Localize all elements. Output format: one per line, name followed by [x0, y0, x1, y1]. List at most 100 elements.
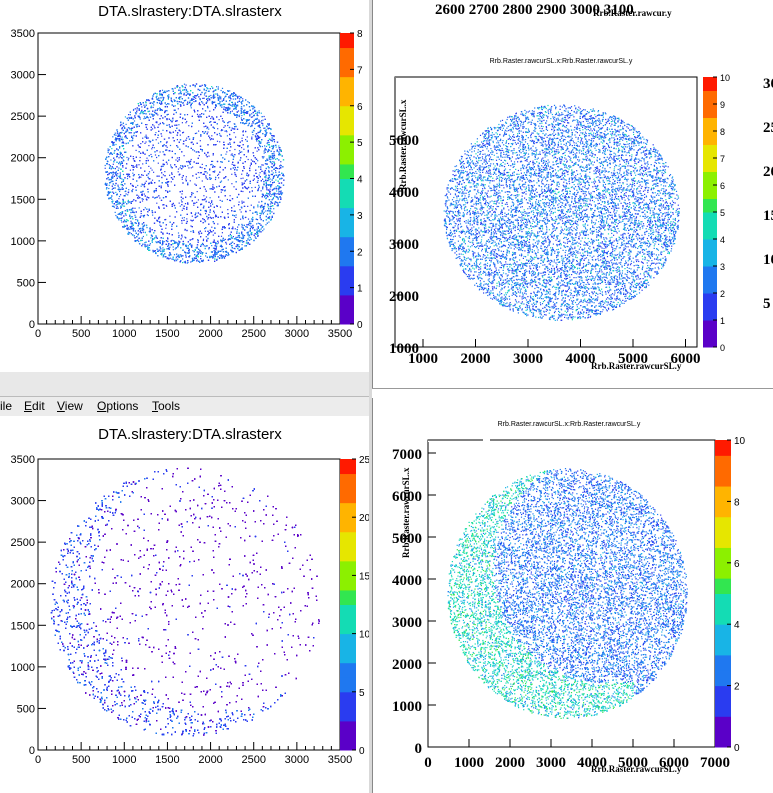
histogram-bin [161, 244, 163, 246]
histogram-bin [270, 218, 272, 220]
histogram-bin [164, 154, 166, 156]
histogram-bin [131, 222, 133, 224]
histogram-bin [157, 220, 159, 222]
histogram-bin [247, 234, 249, 236]
histogram-bin [128, 114, 130, 116]
histogram-bin [240, 177, 242, 180]
histogram-bin [138, 195, 140, 197]
histogram-bin [105, 188, 108, 190]
histogram-bin [256, 113, 258, 115]
histogram-bin [183, 261, 185, 263]
histogram-bin [161, 135, 163, 137]
histogram-bin [122, 185, 124, 187]
histogram-bin [170, 181, 172, 183]
histogram-bin [267, 151, 269, 153]
histogram-bin [253, 130, 255, 132]
histogram-bin [274, 158, 277, 160]
histogram-bin [115, 191, 117, 193]
histogram-bin [228, 96, 230, 98]
histogram-bin [270, 161, 272, 164]
histogram-bin [175, 258, 177, 260]
histogram-bin [205, 209, 207, 211]
histogram-bin [135, 131, 137, 133]
histogram-bin [208, 128, 210, 130]
histogram-bin [142, 174, 144, 176]
histogram-bin [229, 90, 231, 92]
histogram-bin [273, 152, 275, 154]
histogram-bin [128, 157, 130, 159]
histogram-bin [234, 172, 236, 174]
histogram-bin [243, 148, 245, 150]
histogram-bin [252, 228, 254, 230]
histogram-bin [115, 214, 117, 217]
histogram-bin [179, 134, 181, 136]
histogram-bin [208, 95, 210, 97]
histogram-bin [247, 218, 250, 220]
histogram-bin [227, 209, 229, 211]
histogram-bin [234, 248, 236, 250]
histogram-bin [117, 136, 119, 138]
histogram-bin [242, 228, 244, 230]
histogram-bin [278, 189, 280, 191]
histogram-bin [116, 203, 118, 206]
histogram-bin [119, 217, 121, 219]
histogram-bin [114, 168, 116, 170]
histogram-bin [218, 173, 220, 175]
histogram-bin [127, 199, 129, 201]
histogram-bin [127, 228, 129, 231]
histogram-bin [240, 117, 242, 119]
histogram-bin [180, 105, 182, 107]
histogram-bin [148, 171, 151, 173]
histogram-bin [218, 119, 220, 121]
histogram-bin [231, 163, 233, 165]
histogram-bin [266, 184, 268, 186]
histogram-bin [161, 93, 163, 96]
histogram-bin [132, 172, 134, 174]
histogram-bin [269, 203, 272, 205]
histogram-bin [269, 181, 272, 183]
histogram-bin [146, 124, 148, 126]
histogram-bin [271, 161, 273, 163]
histogram-bin [237, 226, 239, 228]
histogram-bin [161, 89, 164, 91]
histogram-bin [263, 211, 265, 213]
histogram-bin [177, 232, 180, 234]
histogram-bin [205, 245, 207, 247]
histogram-bin [250, 125, 252, 128]
histogram-bin [219, 134, 221, 136]
histogram-bin [174, 87, 176, 89]
histogram-bin [249, 209, 251, 212]
histogram-bin [169, 246, 171, 248]
histogram-bin [232, 98, 234, 100]
histogram-bin [142, 163, 144, 165]
histogram-bin [119, 177, 121, 179]
histogram-bin [273, 208, 275, 210]
histogram-bin [175, 256, 177, 258]
histogram-bin [257, 233, 259, 235]
histogram-bin [232, 236, 234, 238]
histogram-bin [190, 104, 192, 106]
histogram-bin [169, 257, 171, 259]
histogram-bin [216, 86, 218, 88]
histogram-bin [153, 125, 155, 127]
histogram-bin [126, 129, 128, 131]
histogram-bin [112, 163, 114, 165]
histogram-bin [190, 230, 192, 233]
histogram-bin [260, 141, 262, 143]
histogram-bin [269, 209, 271, 212]
histogram-bin [263, 205, 266, 207]
histogram-bin [204, 228, 206, 230]
histogram-bin [123, 205, 126, 207]
histogram-bin [271, 170, 273, 172]
histogram-bin [249, 224, 251, 226]
histogram-bin [135, 219, 137, 221]
histogram-bin [137, 184, 139, 187]
histogram-bin [265, 134, 267, 136]
histogram-bin [138, 240, 140, 243]
histogram-bin [180, 96, 182, 98]
histogram-bin [121, 157, 123, 159]
histogram-bin [150, 167, 152, 169]
histogram-bin [235, 107, 237, 109]
histogram-bin [186, 137, 188, 139]
histogram-bin [257, 206, 259, 208]
